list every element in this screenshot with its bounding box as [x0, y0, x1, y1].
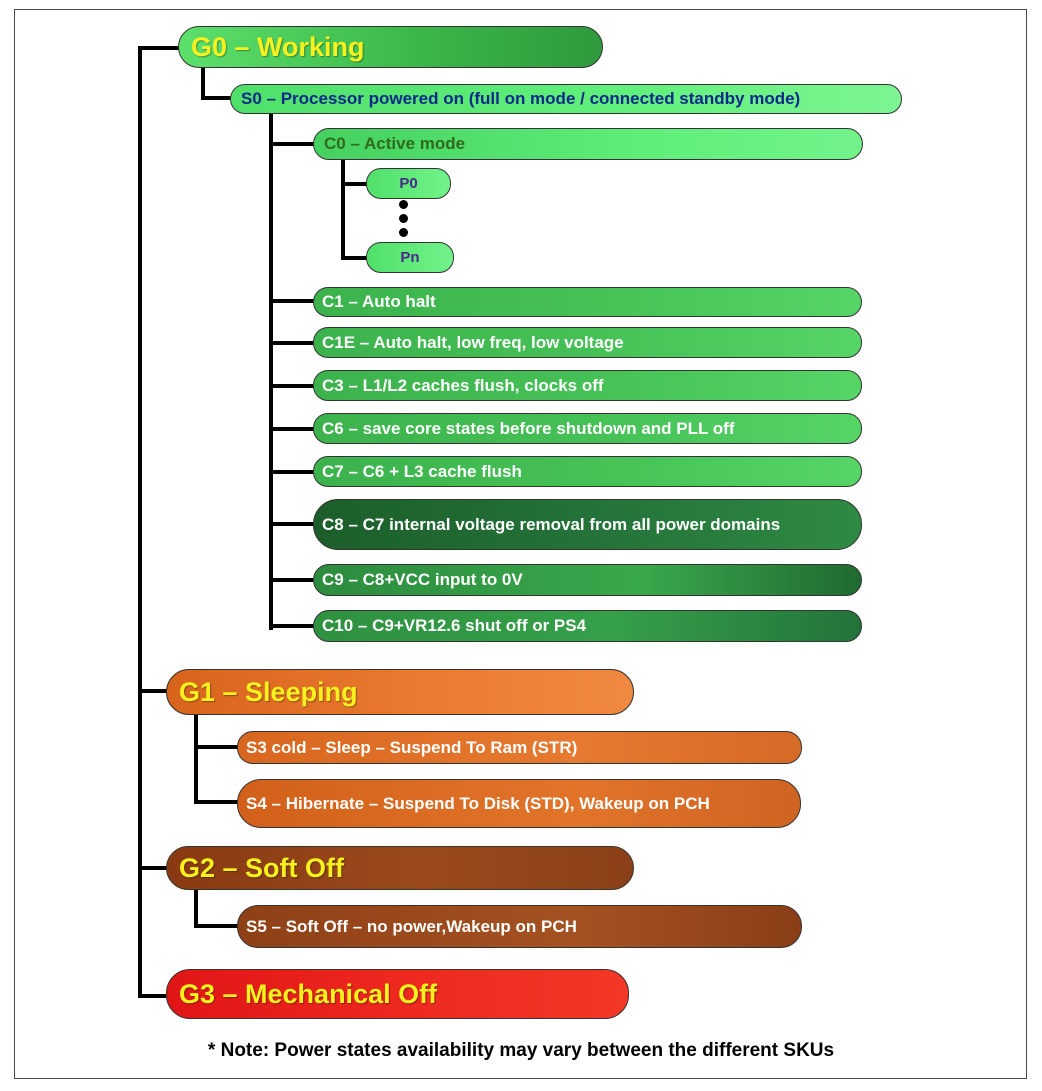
ellipsis-dot — [399, 228, 408, 237]
c1e-label: C1E – Auto halt, low freq, low voltage — [322, 332, 624, 352]
c3-label: C3 – L1/L2 caches flush, clocks off — [322, 375, 604, 395]
p0-label: P0 — [399, 175, 418, 192]
g0-working-node: G0 – Working — [178, 26, 603, 68]
c1e-node: C1E – Auto halt, low freq, low voltage — [313, 327, 862, 358]
c10-label: C10 – C9+VR12.6 shut off or PS4 — [322, 616, 587, 635]
ellipsis-dot — [399, 214, 408, 223]
c3-node: C3 – L1/L2 caches flush, clocks off — [313, 370, 862, 401]
s4-label: S4 – Hibernate – Suspend To Disk (STD), … — [246, 793, 710, 813]
c8-node: C8 – C7 internal voltage removal from al… — [313, 499, 862, 550]
g3-label: G3 – Mechanical Off — [179, 978, 438, 1009]
c9-label: C9 – C8+VCC input to 0V — [322, 570, 523, 589]
pn-label: Pn — [400, 249, 420, 266]
c8-label: C8 – C7 internal voltage removal from al… — [322, 514, 781, 534]
s4-node: S4 – Hibernate – Suspend To Disk (STD), … — [237, 779, 801, 828]
g1-sleeping-node: G1 – Sleeping — [166, 669, 634, 715]
s0-label: S0 – Processor powered on (full on mode … — [241, 89, 801, 108]
g2-soft-off-node: G2 – Soft Off — [166, 846, 634, 890]
c9-node: C9 – C8+VCC input to 0V — [313, 564, 862, 596]
g3-mechanical-off-node: G3 – Mechanical Off — [166, 969, 629, 1019]
c1-label: C1 – Auto halt — [322, 292, 436, 311]
g2-label: G2 – Soft Off — [179, 852, 345, 883]
s3-node: S3 cold – Sleep – Suspend To Ram (STR) — [237, 731, 802, 764]
s0-node: S0 – Processor powered on (full on mode … — [230, 84, 902, 114]
p0-node: P0 — [366, 168, 451, 199]
c1-node: C1 – Auto halt — [313, 287, 862, 317]
c0-node: C0 – Active mode — [313, 128, 863, 160]
s3-label: S3 cold – Sleep – Suspend To Ram (STR) — [246, 737, 578, 757]
s5-label: S5 – Soft Off – no power,Wakeup on PCH — [246, 916, 577, 936]
c10-node: C10 – C9+VR12.6 shut off or PS4 — [313, 610, 862, 642]
c0-label: C0 – Active mode — [324, 134, 466, 153]
c6-label: C6 – save core states before shutdown an… — [322, 418, 735, 438]
g1-label: G1 – Sleeping — [179, 676, 358, 707]
availability-note: * Note: Power states availability may va… — [207, 1040, 835, 1061]
c7-node: C7 – C6 + L3 cache flush — [313, 456, 862, 487]
c7-label: C7 – C6 + L3 cache flush — [322, 461, 522, 481]
ellipsis-dot — [399, 200, 408, 209]
g0-label: G0 – Working — [191, 31, 365, 62]
pn-node: Pn — [366, 242, 454, 273]
c6-node: C6 – save core states before shutdown an… — [313, 413, 862, 444]
s5-node: S5 – Soft Off – no power,Wakeup on PCH — [237, 905, 802, 948]
